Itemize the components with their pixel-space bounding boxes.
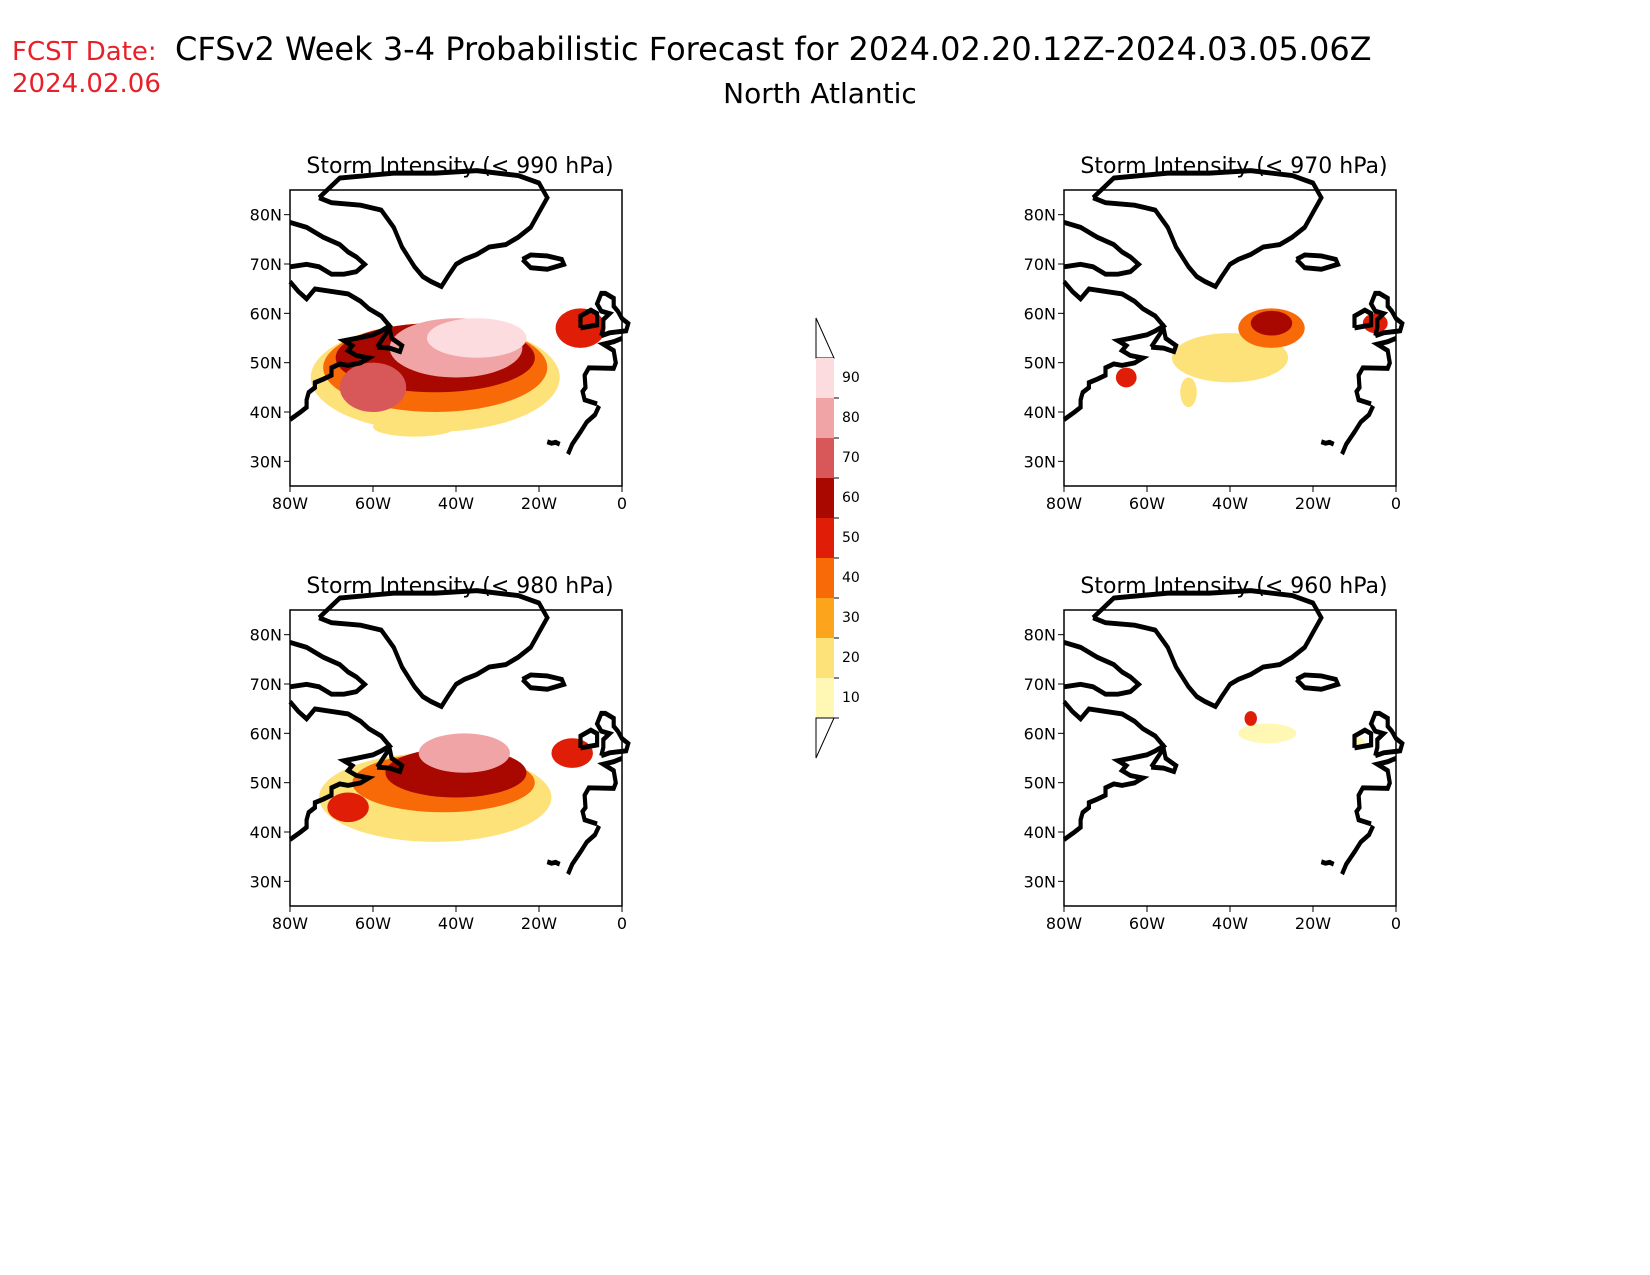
color-legend: 10 20 30 40 50 60 70 80 90 — [815, 317, 860, 759]
page-subtitle: North Atlantic — [723, 77, 917, 110]
lon-tick-label: 20W — [1295, 914, 1331, 933]
lat-tick-label: 40N — [1024, 403, 1056, 422]
legend-label: 20 — [842, 650, 860, 666]
lat-tick-label: 80N — [1024, 626, 1056, 645]
lon-tick-label: 60W — [355, 494, 391, 513]
map-panel-990: Storm Intensity (< 990 hPa) 80N70N60N50N… — [250, 154, 629, 513]
lat-tick-label: 50N — [250, 354, 282, 373]
legend-label: 10 — [842, 690, 860, 706]
lat-tick-label: 40N — [1024, 823, 1056, 842]
lat-tick-label: 80N — [1024, 206, 1056, 225]
legend-swatch — [816, 558, 834, 598]
legend-label: 90 — [842, 370, 860, 386]
probability-area — [555, 308, 606, 348]
probability-area — [373, 416, 456, 437]
fcst-date-label: FCST Date: — [12, 37, 157, 67]
lon-tick-label: 0 — [617, 914, 627, 933]
lat-tick-label: 50N — [1024, 774, 1056, 793]
lat-tick-label: 50N — [250, 774, 282, 793]
lon-tick-label: 40W — [438, 494, 474, 513]
lat-tick-label: 80N — [250, 626, 282, 645]
probability-area — [327, 792, 369, 823]
lon-tick-label: 80W — [272, 494, 308, 513]
probability-area — [1180, 377, 1197, 408]
legend-swatch — [816, 678, 834, 718]
legend-label: 30 — [842, 610, 860, 626]
lon-tick-label: 20W — [521, 494, 557, 513]
probability-area — [1244, 711, 1257, 726]
lat-tick-label: 60N — [250, 724, 282, 743]
legend-label: 60 — [842, 490, 860, 506]
probability-area — [339, 362, 407, 412]
lon-tick-label: 60W — [355, 914, 391, 933]
lon-tick-label: 80W — [1046, 914, 1082, 933]
lat-tick-label: 60N — [1024, 724, 1056, 743]
lon-tick-label: 60W — [1129, 914, 1165, 933]
lon-tick-label: 40W — [1212, 494, 1248, 513]
legend-cap-top — [815, 317, 835, 359]
lat-tick-label: 30N — [1024, 452, 1056, 471]
lat-tick-label: 60N — [250, 304, 282, 323]
lon-tick-label: 20W — [1295, 494, 1331, 513]
legend-swatch — [816, 478, 834, 518]
probability-area — [426, 318, 527, 358]
lon-tick-label: 0 — [617, 494, 627, 513]
lon-tick-label: 20W — [521, 914, 557, 933]
lat-tick-label: 70N — [250, 255, 282, 274]
map-panel-980: Storm Intensity (< 980 hPa) 80N70N60N50N… — [250, 574, 629, 933]
legend-swatch — [816, 358, 834, 398]
probability-area — [1250, 310, 1293, 336]
lat-tick-label: 60N — [1024, 304, 1056, 323]
legend-cap-bottom — [815, 717, 835, 759]
map-panel-960: Storm Intensity (< 960 hPa) 80N70N60N50N… — [1024, 574, 1403, 933]
lat-tick-label: 30N — [1024, 872, 1056, 891]
probability-area — [551, 738, 593, 768]
legend-label: 80 — [842, 410, 860, 426]
legend-swatch — [816, 638, 834, 678]
lon-tick-label: 0 — [1391, 494, 1401, 513]
lon-tick-label: 80W — [272, 914, 308, 933]
lon-tick-label: 80W — [1046, 494, 1082, 513]
lat-tick-label: 30N — [250, 872, 282, 891]
lat-tick-label: 30N — [250, 452, 282, 471]
legend-swatch — [816, 398, 834, 438]
page-title: CFSv2 Week 3-4 Probabilistic Forecast fo… — [175, 30, 1372, 68]
lon-tick-label: 0 — [1391, 914, 1401, 933]
lat-tick-label: 50N — [1024, 354, 1056, 373]
lat-tick-label: 80N — [250, 206, 282, 225]
lat-tick-label: 40N — [250, 823, 282, 842]
fcst-date-value: 2024.02.06 — [12, 69, 161, 99]
lat-tick-label: 70N — [250, 675, 282, 694]
probability-area — [1238, 723, 1297, 744]
legend-label: 50 — [842, 530, 860, 546]
lon-tick-label: 40W — [1212, 914, 1248, 933]
lon-tick-label: 60W — [1129, 494, 1165, 513]
lat-tick-label: 70N — [1024, 675, 1056, 694]
lat-tick-label: 70N — [1024, 255, 1056, 274]
map-panel-970: Storm Intensity (< 970 hPa) 80N70N60N50N… — [1024, 154, 1403, 513]
lon-tick-label: 40W — [438, 914, 474, 933]
lat-tick-label: 40N — [250, 403, 282, 422]
legend-label: 70 — [842, 450, 860, 466]
probability-area — [418, 733, 510, 773]
probability-area — [1115, 367, 1137, 388]
legend-swatch — [816, 598, 834, 638]
legend-label: 40 — [842, 570, 860, 586]
legend-swatch — [816, 438, 834, 478]
legend-swatch — [816, 518, 834, 558]
